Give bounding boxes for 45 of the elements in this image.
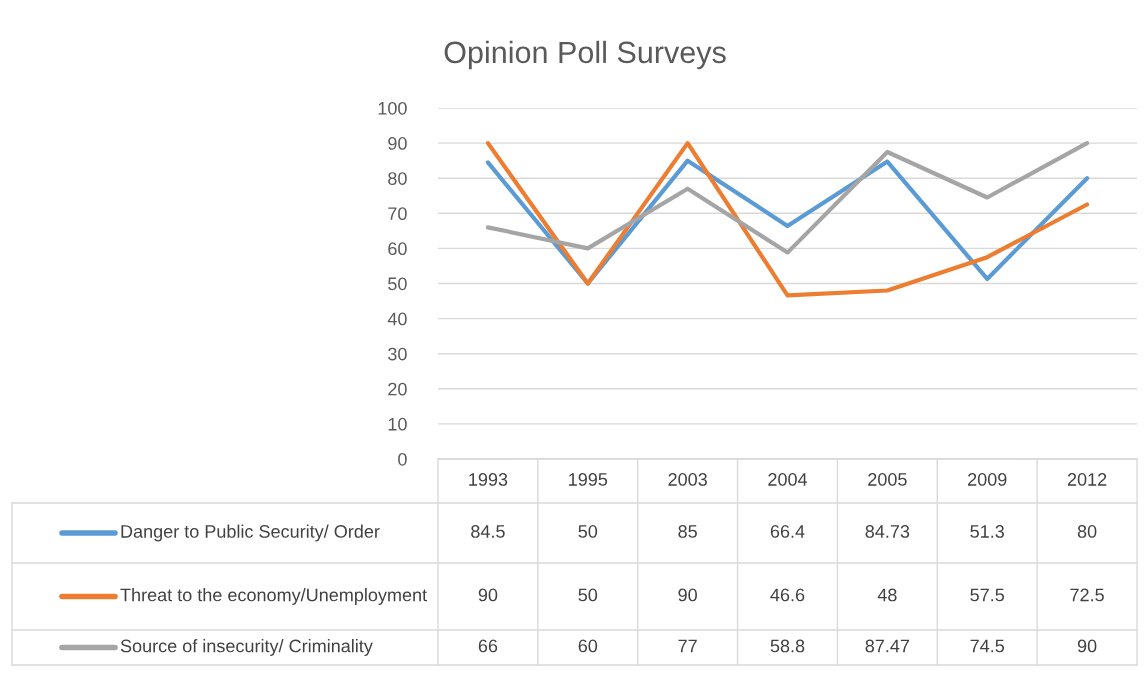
y-tick-label: 10 bbox=[388, 417, 407, 431]
y-tick-label: 80 bbox=[388, 172, 407, 185]
y-tick-label: 70 bbox=[388, 207, 407, 221]
data-label: 51.3 bbox=[970, 525, 1004, 538]
data-label: 57.5 bbox=[970, 588, 1005, 602]
legend-label: Source of insecurity/ Criminality bbox=[120, 639, 373, 656]
data-label: 50 bbox=[578, 588, 598, 602]
x-tick-label: 2004 bbox=[768, 473, 808, 486]
line-series bbox=[485, 141, 1090, 255]
data-label: 74.5 bbox=[970, 639, 1005, 653]
data-label: 50 bbox=[578, 525, 598, 538]
y-tick-label: 30 bbox=[388, 347, 407, 361]
data-label: 48 bbox=[877, 588, 897, 602]
data-label: 90 bbox=[1077, 639, 1097, 653]
y-tick-label: 100 bbox=[378, 101, 407, 115]
x-tick-label: 2012 bbox=[1067, 473, 1107, 486]
y-tick-label: 40 bbox=[387, 312, 407, 326]
line-series bbox=[485, 141, 1090, 298]
data-label: 66.4 bbox=[770, 525, 805, 538]
legend-label: Danger to Public Security/ Order bbox=[121, 524, 380, 542]
data-label: 84.5 bbox=[471, 525, 505, 538]
data-label: 58.8 bbox=[770, 639, 805, 653]
x-tick-label: 2003 bbox=[668, 473, 707, 486]
chart-title: Opinion Poll Surveys bbox=[444, 40, 726, 70]
x-tick-label: 2005 bbox=[868, 473, 907, 486]
y-tick-label: 20 bbox=[388, 382, 407, 396]
y-tick-label: 0 bbox=[398, 452, 407, 466]
y-tick-label: 90 bbox=[388, 137, 407, 150]
data-label: 66 bbox=[478, 639, 498, 653]
data-label: 90 bbox=[678, 588, 697, 602]
data-label: 77 bbox=[678, 639, 697, 653]
data-label: 84.73 bbox=[865, 525, 910, 538]
x-tick-label: 1995 bbox=[569, 473, 608, 486]
y-tick-label: 50 bbox=[388, 277, 407, 291]
x-tick-label: 1993 bbox=[469, 473, 508, 486]
data-label: 90 bbox=[478, 588, 498, 602]
data-label: 72.5 bbox=[1070, 588, 1104, 602]
data-label: 87.47 bbox=[865, 639, 910, 653]
data-label: 80 bbox=[1077, 525, 1097, 538]
legend-label: Threat to the economy/Unemployment bbox=[120, 588, 427, 605]
data-label: 46.6 bbox=[770, 588, 805, 602]
x-tick-label: 2009 bbox=[968, 473, 1007, 486]
data-label: 60 bbox=[578, 639, 598, 653]
y-tick-label: 60 bbox=[388, 242, 407, 256]
data-label: 85 bbox=[678, 525, 697, 538]
